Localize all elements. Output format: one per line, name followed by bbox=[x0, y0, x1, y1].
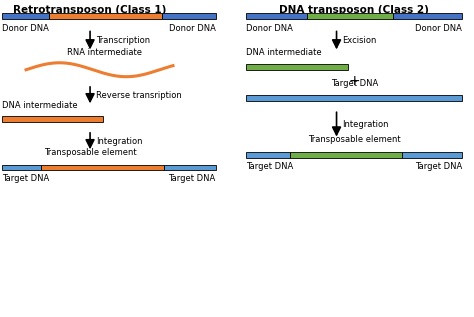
Text: Donor DNA: Donor DNA bbox=[169, 24, 216, 33]
Bar bbox=[2, 165, 41, 170]
Bar bbox=[49, 13, 162, 19]
Bar bbox=[2, 13, 49, 19]
Text: DNA transposon (Class 2): DNA transposon (Class 2) bbox=[279, 5, 429, 15]
Bar bbox=[246, 13, 307, 19]
Text: Reverse transription: Reverse transription bbox=[96, 91, 182, 100]
Text: Target DNA: Target DNA bbox=[168, 174, 216, 183]
Text: DNA intermediate: DNA intermediate bbox=[2, 101, 78, 110]
Text: Transposable element: Transposable element bbox=[44, 148, 137, 157]
Text: Donor DNA: Donor DNA bbox=[2, 24, 49, 33]
Bar bbox=[290, 152, 402, 158]
Bar bbox=[246, 64, 348, 70]
Text: Integration: Integration bbox=[96, 137, 142, 146]
Bar bbox=[2, 116, 102, 122]
Bar bbox=[246, 95, 462, 101]
Text: Target DNA: Target DNA bbox=[331, 79, 378, 88]
Bar bbox=[164, 165, 216, 170]
Bar bbox=[162, 13, 216, 19]
Text: Donor DNA: Donor DNA bbox=[415, 24, 462, 33]
Text: RNA intermediate: RNA intermediate bbox=[67, 48, 142, 57]
Text: DNA intermediate: DNA intermediate bbox=[246, 48, 322, 57]
Bar bbox=[307, 13, 393, 19]
Text: Donor DNA: Donor DNA bbox=[246, 24, 293, 33]
Bar bbox=[393, 13, 462, 19]
Text: Transposable element: Transposable element bbox=[308, 135, 401, 144]
Text: Retrotransposon (Class 1): Retrotransposon (Class 1) bbox=[13, 5, 167, 15]
Text: +: + bbox=[348, 74, 360, 88]
Bar bbox=[402, 152, 462, 158]
Text: Target DNA: Target DNA bbox=[2, 174, 50, 183]
Text: Target DNA: Target DNA bbox=[415, 162, 462, 171]
Text: Target DNA: Target DNA bbox=[246, 162, 294, 171]
Text: Integration: Integration bbox=[342, 120, 389, 129]
Text: Transcription: Transcription bbox=[96, 36, 150, 45]
Text: Excision: Excision bbox=[342, 36, 377, 45]
Bar bbox=[246, 152, 290, 158]
Bar bbox=[41, 165, 164, 170]
